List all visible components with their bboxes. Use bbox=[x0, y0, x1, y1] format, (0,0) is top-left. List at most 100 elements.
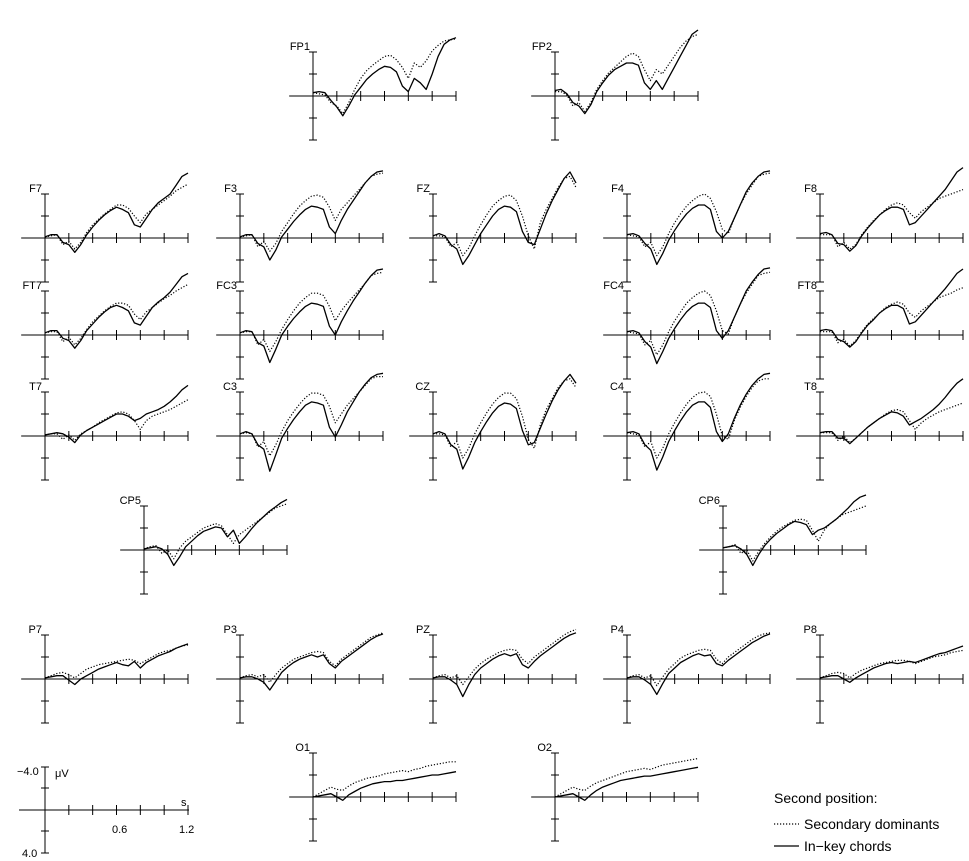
legend-title: Second position: bbox=[774, 790, 878, 806]
series-line-secondary-dominants bbox=[44, 399, 189, 441]
electrode-label: P7 bbox=[29, 624, 42, 636]
series-line-secondary-dominants bbox=[820, 402, 964, 444]
panel-cp6: CP6 bbox=[699, 494, 867, 595]
series-line-secondary-dominants bbox=[312, 761, 456, 798]
scale-ymin-label: −4.0 bbox=[17, 766, 39, 778]
series-line-inkey-chords bbox=[554, 29, 699, 115]
panel-f3: F3 bbox=[216, 170, 384, 283]
electrode-label: CZ bbox=[415, 381, 430, 393]
series-line-inkey-chords bbox=[312, 37, 457, 117]
electrode-label: CP6 bbox=[699, 495, 720, 507]
series-line-inkey-chords bbox=[143, 498, 288, 567]
electrode-label: C3 bbox=[223, 381, 237, 393]
series-line-secondary-dominants bbox=[239, 632, 384, 683]
panel-fc3: FC3 bbox=[216, 268, 384, 380]
panel-fp2: FP2 bbox=[531, 29, 699, 141]
series-line-secondary-dominants bbox=[820, 189, 964, 250]
panel-ft7: FT7 bbox=[21, 272, 189, 380]
scale-x-tick-label-1.2: 1.2 bbox=[179, 824, 194, 836]
series-line-secondary-dominants bbox=[819, 649, 964, 679]
panel-fc4: FC4 bbox=[603, 267, 771, 380]
electrode-label: PZ bbox=[416, 624, 430, 636]
legend-label-secondary: Secondary dominants bbox=[804, 816, 939, 832]
series-line-secondary-dominants bbox=[44, 283, 189, 346]
panel-cp5: CP5 bbox=[120, 495, 288, 595]
panel-p4: P4 bbox=[603, 624, 771, 724]
panel-fp1: FP1 bbox=[289, 37, 457, 141]
series-line-secondary-dominants bbox=[312, 38, 457, 115]
scale-bar: −4.0 4.0 μV s 0.6 1.2 bbox=[17, 766, 194, 860]
series-line-inkey-chords bbox=[554, 766, 699, 801]
series-line-secondary-dominants bbox=[432, 628, 577, 686]
series-line-inkey-chords bbox=[819, 378, 964, 445]
series-line-inkey-chords bbox=[432, 632, 577, 698]
series-line-inkey-chords bbox=[432, 373, 577, 470]
series-line-secondary-dominants bbox=[626, 632, 771, 687]
panel-ft8: FT8 bbox=[796, 268, 964, 380]
electrode-label: FC3 bbox=[216, 280, 237, 292]
electrode-label: P4 bbox=[611, 624, 624, 636]
electrode-label: C4 bbox=[610, 381, 624, 393]
panel-f7: F7 bbox=[21, 172, 189, 283]
series-line-inkey-chords bbox=[626, 372, 771, 471]
series-line-inkey-chords bbox=[44, 384, 189, 444]
electrode-label: P8 bbox=[804, 624, 817, 636]
scale-x-tick-label-0.6: 0.6 bbox=[112, 824, 127, 836]
series-line-secondary-dominants bbox=[239, 172, 384, 252]
panel-fz: FZ bbox=[409, 171, 577, 283]
electrode-label: F8 bbox=[804, 183, 817, 195]
series-line-secondary-dominants bbox=[44, 183, 189, 250]
scale-ticks bbox=[41, 766, 189, 854]
series-line-inkey-chords bbox=[626, 170, 771, 266]
electrode-label: O2 bbox=[537, 742, 552, 754]
series-line-inkey-chords bbox=[819, 167, 964, 252]
series-line-secondary-dominants bbox=[626, 378, 770, 459]
series-line-secondary-dominants bbox=[433, 175, 577, 257]
electrode-label: FT8 bbox=[797, 280, 817, 292]
panel-p8: P8 bbox=[796, 624, 964, 724]
panel-cz: CZ bbox=[409, 373, 577, 481]
series-line-secondary-dominants bbox=[820, 287, 964, 347]
series-line-inkey-chords bbox=[239, 268, 384, 364]
series-line-inkey-chords bbox=[819, 645, 964, 683]
electrode-label: FC4 bbox=[603, 280, 624, 292]
series-line-inkey-chords bbox=[626, 267, 771, 365]
series-line-secondary-dominants bbox=[239, 271, 384, 353]
electrode-label: P3 bbox=[224, 624, 237, 636]
panel-t7: T7 bbox=[21, 381, 189, 481]
series-line-secondary-dominants bbox=[44, 644, 189, 679]
panel-t8: T8 bbox=[796, 378, 964, 481]
electrode-label: F7 bbox=[29, 183, 42, 195]
electrode-panels: FP1 FP2 F7 F3 FZ F4 F8 FT7 FC3 FC4 FT8 T7 C3 CZ C4 T8 CP… bbox=[21, 29, 964, 842]
series-line-secondary-dominants bbox=[626, 172, 771, 257]
series-line-inkey-chords bbox=[432, 171, 577, 266]
electrode-label: F4 bbox=[611, 183, 624, 195]
electrode-label: FP2 bbox=[532, 41, 552, 53]
scale-y-unit: μV bbox=[55, 768, 69, 780]
series-line-secondary-dominants bbox=[722, 505, 867, 562]
scale-ymax-label: 4.0 bbox=[22, 848, 37, 860]
series-line-inkey-chords bbox=[44, 272, 189, 349]
series-line-inkey-chords bbox=[312, 771, 457, 801]
electrode-label: F3 bbox=[224, 183, 237, 195]
electrode-label: FP1 bbox=[290, 41, 310, 53]
series-line-secondary-dominants bbox=[433, 378, 577, 459]
panel-f4: F4 bbox=[603, 170, 771, 283]
panel-c3: C3 bbox=[216, 372, 384, 481]
panel-p3: P3 bbox=[216, 624, 384, 724]
series-line-secondary-dominants bbox=[626, 271, 771, 356]
electrode-label: FT7 bbox=[22, 280, 42, 292]
panel-p7: P7 bbox=[21, 624, 189, 724]
series-line-inkey-chords bbox=[722, 494, 867, 567]
series-line-inkey-chords bbox=[819, 268, 964, 348]
electrode-label: CP5 bbox=[120, 495, 141, 507]
series-line-inkey-chords bbox=[239, 372, 384, 472]
electrode-label: T8 bbox=[804, 381, 817, 393]
panel-pz: PZ bbox=[409, 624, 577, 724]
series-line-inkey-chords bbox=[626, 633, 771, 696]
panel-o1: O1 bbox=[289, 742, 457, 842]
legend: Second position: Secondary dominants In−… bbox=[774, 790, 939, 854]
electrode-label: T7 bbox=[29, 381, 42, 393]
legend-label-inkey: In−key chords bbox=[804, 838, 892, 854]
